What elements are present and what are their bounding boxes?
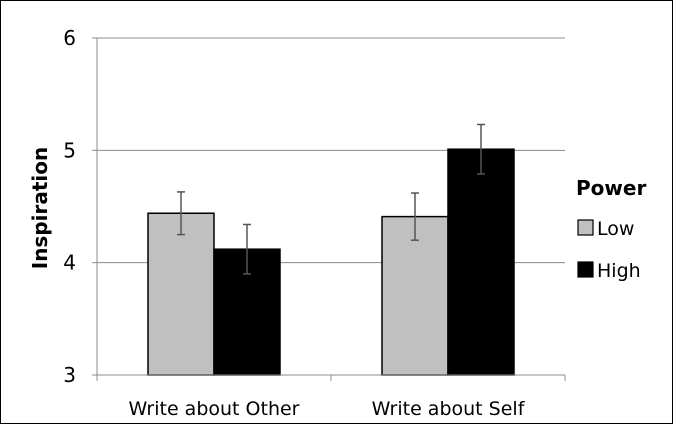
- bar-high-2: [447, 148, 515, 376]
- y-tick-label: 4: [63, 251, 76, 275]
- y-axis-label: Inspiration: [28, 147, 52, 270]
- x-category-label: Write about Other: [128, 398, 299, 420]
- y-tick-label: 6: [63, 26, 76, 50]
- legend-swatch-low: [577, 219, 594, 236]
- bar-low-1: [147, 212, 215, 376]
- y-tick-labels: 3 4 5 6: [63, 26, 76, 387]
- axes: [96, 38, 566, 381]
- x-category-label: Write about Self: [372, 398, 526, 420]
- y-tick-label: 3: [63, 363, 76, 387]
- bar-low-2: [381, 215, 449, 376]
- y-tick-label: 5: [63, 138, 76, 162]
- bars: [147, 148, 515, 376]
- legend-label-high: High: [597, 260, 641, 282]
- legend-title: Power: [576, 176, 646, 200]
- error-bars: [177, 123, 485, 275]
- legend: Power Low High: [576, 176, 646, 282]
- legend-label-low: Low: [597, 218, 634, 240]
- legend-swatch-high: [577, 261, 594, 278]
- x-category-labels: Write about Other Write about Self: [128, 398, 525, 420]
